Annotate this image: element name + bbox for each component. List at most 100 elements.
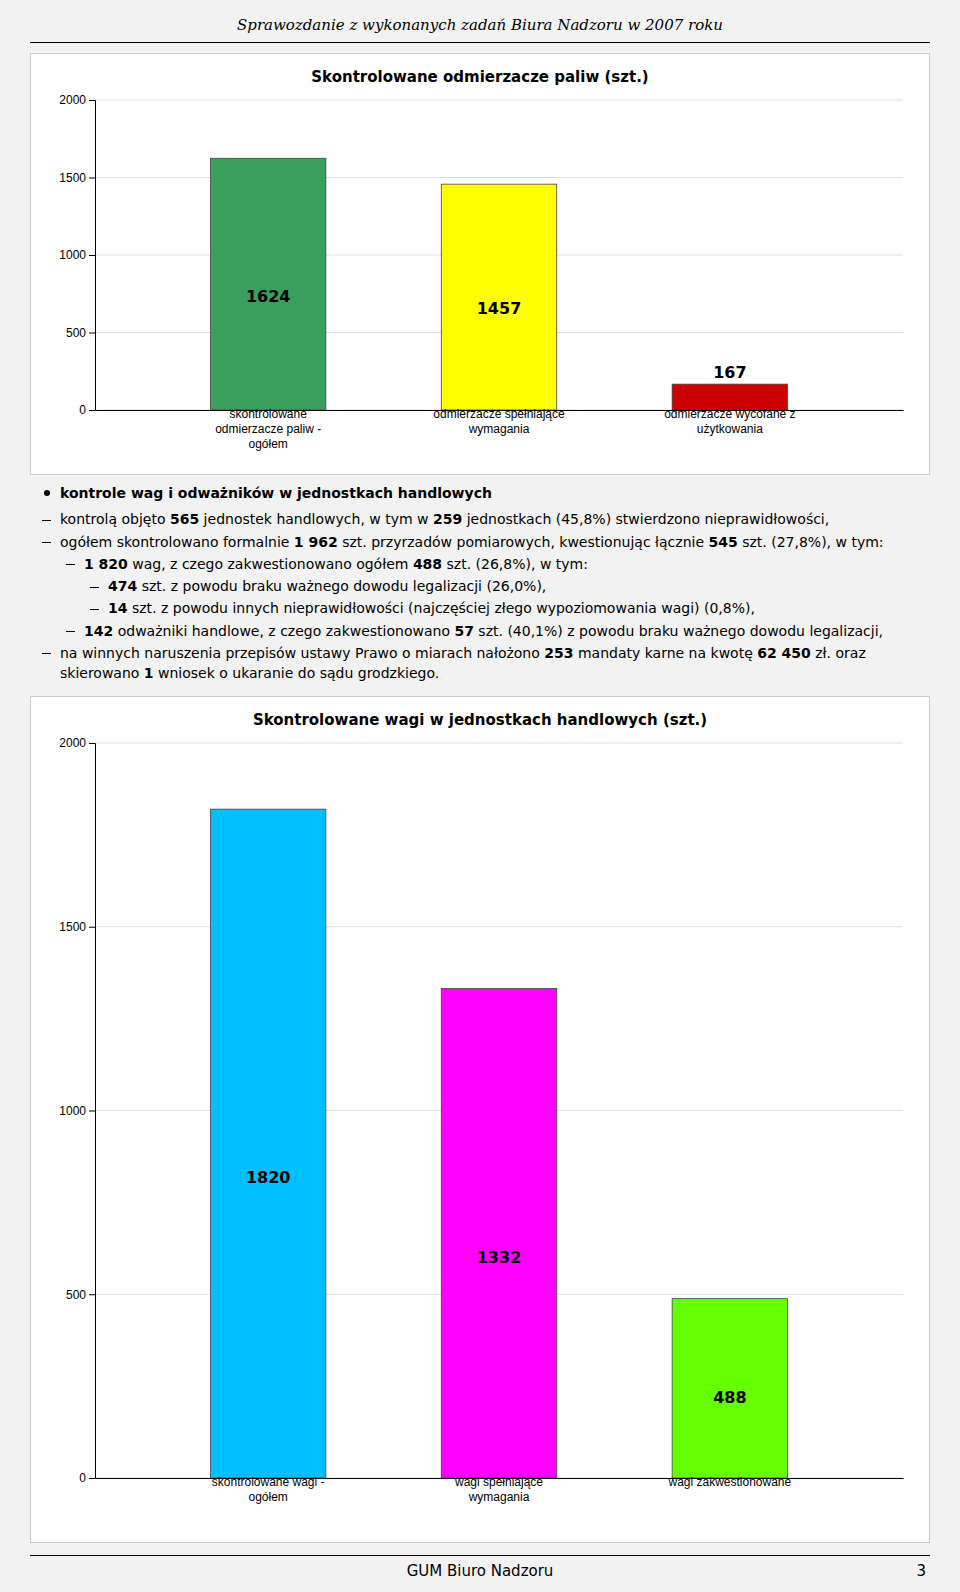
tick-label: 2000 [59,736,86,750]
tick: 2000 [59,93,95,107]
tick-label: 0 [79,403,86,417]
tick-mark [89,333,95,334]
bar [210,809,325,1478]
tick: skontrolowaneodmierzacze paliw -ogółem [215,407,321,451]
list-item: 1 820 wag, z czego zakwestionowano ogółe… [38,554,922,574]
tick-label: 1000 [59,248,86,262]
tick-mark [89,100,95,101]
chart-title: Skontrolowane odmierzacze paliw (szt.) [311,68,648,86]
page-number: 3 [916,1562,926,1580]
tick-mark [89,178,95,179]
tick: 2000 [59,736,95,750]
tick-mark [89,1294,95,1295]
page-title: Sprawozdanie z wykonanych zadań Biura Na… [30,16,930,43]
footer-text: GUM Biuro Nadzoru [407,1562,554,1580]
list-item: na winnych naruszenia przepisów ustawy P… [38,643,922,684]
list-heading: kontrole wag i odważników w jednostkach … [38,483,922,503]
tick-label: 1000 [59,1104,86,1118]
bars [210,809,787,1478]
bold-text: 142 [84,623,113,639]
data-label: 1332 [477,1248,522,1267]
bold-text: 259 [433,511,462,527]
bold-text: 62 450 [757,645,811,661]
tick-label: wagi zakwestionowane [667,1475,791,1489]
text: wniosek o ukaranie do sądu grodzkiego. [154,665,440,681]
tick-label-line: ogółem [248,1490,287,1504]
tick-label: 500 [66,326,86,340]
tick: odmierzacze wycofane zużytkowania [664,407,795,436]
y-axis: 0 500 1000 1500 2000 [59,93,95,417]
tick-label: 0 [79,1471,86,1485]
text: kontrolą objęto [60,511,170,527]
text: szt. (27,8%), w tym: [738,534,884,550]
grid [95,100,903,410]
tick-label-line: wagi spełniające [454,1475,543,1489]
tick-mark [89,743,95,744]
tick: 1000 [59,248,95,262]
text: szt. z powodu braku ważnego dowodu legal… [137,578,546,594]
text: szt. przyrzadów pomiarowych, kwestionują… [338,534,709,550]
page: Sprawozdanie z wykonanych zadań Biura Na… [0,0,960,1592]
tick: skontrolowane wagi -ogółem [212,1475,325,1504]
bold-text: 1 [144,665,154,681]
tick: 500 [66,1287,95,1301]
list-item: ogółem skontrolowano formalnie 1 962 szt… [38,532,922,552]
bar-chart: Skontrolowane odmierzacze paliw (szt.) 0 5… [31,54,929,474]
grid-line [95,742,903,743]
chart-box: Skontrolowane wagi w jednostkach handlow… [30,696,930,1543]
bold-text: 57 [454,623,473,639]
tick: 0 [79,1471,95,1485]
axis-line [89,743,96,1478]
bar [210,158,325,410]
x-axis: skontrolowane wagi -ogółem wagi spełniają… [96,1475,904,1504]
tick: 500 [66,326,95,340]
tick-label-line: odmierzacze spełniające [433,407,565,421]
tick: 1000 [59,1104,95,1118]
tick-mark [89,1478,95,1479]
bar-chart: Skontrolowane wagi w jednostkach handlow… [31,697,929,1542]
text: odważniki handlowe, z czego zakwestionow… [113,623,454,639]
heading-text: kontrole wag i odważników w jednostkach … [60,485,492,501]
tick: 1500 [59,171,95,185]
tick-label-line: odmierzacze paliw - [215,422,321,436]
tick-label: 1500 [59,171,86,185]
bold-text: 474 [108,578,137,594]
x-axis: skontrolowaneodmierzacze paliw -ogółemod… [96,407,904,451]
tick: odmierzacze spełniającewymagania [433,407,565,436]
bold-text: 488 [413,556,442,572]
text: na winnych naruszenia przepisów ustawy P… [60,645,544,661]
tick-mark [89,255,95,256]
tick-mark [89,410,95,411]
bars [210,158,787,410]
tick-label-line: wagi zakwestionowane [667,1475,791,1489]
bold-text: 565 [170,511,199,527]
tick-label: skontrolowaneodmierzacze paliw -ogółem [215,407,321,451]
bar [441,988,556,1478]
tick-label: odmierzacze spełniającewymagania [433,407,565,436]
text-block: kontrole wag i odważników w jednostkach … [30,475,930,686]
tick-label-line: wymagania [468,422,530,436]
tick-label: wagi spełniającewymagania [454,1475,543,1504]
bold-text: 1 820 [84,556,128,572]
tick-label-line: skontrolowane [229,407,307,421]
data-label: 1820 [246,1167,291,1186]
data-labels: 18201332488 [246,1167,747,1406]
data-labels: 16241457167 [246,287,747,382]
tick: wagi zakwestionowane [667,1475,791,1489]
tick: 0 [79,403,95,417]
tick-mark [89,1110,95,1111]
text: jednostkach (45,8%) stwierdzono nieprawi… [462,511,829,527]
list-item: 14 szt. z powodu innych nieprawidłowości… [38,598,922,618]
data-label: 1624 [246,287,291,306]
bold-text: 545 [708,534,737,550]
text: ogółem skontrolowano formalnie [60,534,294,550]
chart-title: Skontrolowane wagi w jednostkach handlow… [253,711,707,729]
tick-label-line: skontrolowane wagi - [212,1475,325,1489]
text: szt. z powodu innych nieprawidłowości (n… [127,600,754,616]
plot: 0500100015002000skontrolowane wagi -ogół… [59,736,903,1504]
tick-label: odmierzacze wycofane zużytkowania [664,407,795,436]
axis-line [89,101,96,411]
tick-label-line: odmierzacze wycofane z [664,407,795,421]
tick-label: 2000 [59,93,86,107]
list-item: 474 szt. z powodu braku ważnego dowodu l… [38,576,922,596]
